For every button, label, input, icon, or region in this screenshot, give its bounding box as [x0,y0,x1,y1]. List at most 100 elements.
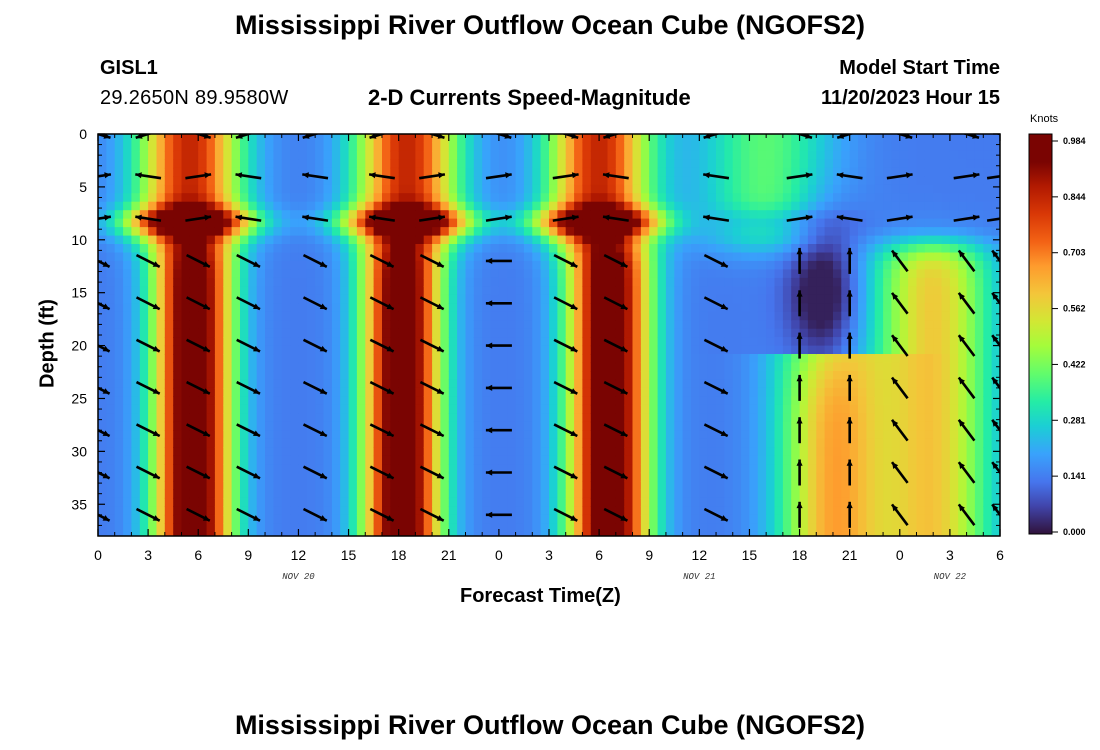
current-vector-arrow [957,419,976,442]
current-vector-arrow [986,174,1000,180]
current-vector-arrow [846,332,853,359]
current-vectors [98,134,1000,528]
current-vector-arrow [419,338,445,353]
current-vector-arrow [135,338,161,353]
current-vector-arrow [553,507,578,522]
current-vector-arrow [302,380,328,395]
colorbar-tick-label: 0.281 [1063,415,1086,425]
x-tick-label: 0 [94,547,102,563]
current-vector-arrow [603,338,628,353]
current-vector-arrow [796,417,803,444]
current-vector-arrow [553,253,578,268]
current-vector-arrow [485,384,512,391]
current-vector-arrow [302,338,328,353]
axes: 0 3 6 9 12 15 18 21 0 3 6 9 12 15 18 21 0 3 6 0 5 10 15 20 25 30 3… [71,126,1004,582]
current-vector-arrow [786,172,813,180]
current-vector-arrow [703,214,730,222]
current-vector-arrow [485,342,512,349]
current-vector-arrow [419,380,445,395]
current-vector-arrow [953,172,980,180]
current-vector-arrow [846,247,853,274]
current-vector-arrow [235,172,262,180]
y-axis-title: Depth (ft) [36,299,59,388]
current-vector-arrow [302,296,328,311]
current-vector-arrow [961,134,980,139]
current-vector-arrow [846,459,853,486]
speed-heatmap [98,134,1000,536]
station-coordinates: 29.2650N 89.9580W [100,87,289,109]
current-vector-arrow [236,380,261,395]
current-vector-arrow [494,134,512,139]
colorbar-tick-label: 0.703 [1063,248,1086,258]
current-vector-arrow [236,465,261,480]
current-vector-arrow [602,214,629,222]
current-vector-arrow [890,292,909,315]
current-vector-arrow [369,423,395,438]
x-axis-title: Forecast Time(Z) [460,585,621,607]
current-vector-arrow [836,134,855,139]
y-tick-label: 15 [71,285,87,301]
current-vector-arrow [135,465,161,480]
current-vector-arrow [552,214,579,222]
colorbar-title: Knots [1030,113,1059,125]
current-vector-arrow [703,338,729,353]
current-vector-arrow [135,214,162,222]
current-vector-arrow [890,249,909,273]
x-tick-label: 12 [692,547,708,563]
x-tick-label: 0 [495,547,503,563]
current-vector-arrow [846,417,853,444]
current-vector-arrow [186,507,211,522]
current-vector-arrow [796,374,803,401]
colorbar-ramp [1028,133,1053,535]
colorbar: 0.984 0.844 0.703 0.562 0.422 0.281 0.141 0.000 [1028,133,1086,537]
current-vector-arrow [302,214,329,222]
current-vector-arrow [186,296,211,311]
current-vector-arrow [98,513,111,522]
current-vector-arrow [485,257,512,264]
current-vector-arrow [236,296,261,311]
current-vector-arrow [236,507,261,522]
current-vector-arrow [703,465,729,480]
current-vector-arrow [991,461,1000,475]
current-vector-arrow [603,253,628,268]
current-vector-arrow [98,301,111,311]
date-label: NOV 21 [683,572,715,582]
current-vector-arrow [553,380,578,395]
current-vector-arrow [485,214,512,222]
x-tick-label: 18 [391,547,407,563]
current-vector-arrow [703,507,729,522]
current-vector-arrow [561,134,579,139]
current-vector-arrow [369,253,395,268]
current-vector-arrow [890,419,909,442]
x-tick-label: 9 [244,547,252,563]
current-vector-arrow [957,334,976,357]
current-vector-arrow [236,338,261,353]
current-vector-arrow [553,296,578,311]
current-vector-arrow [98,344,111,353]
chart-subtitle: 2-D Currents Speed-Magnitude [368,85,691,110]
current-vector-arrow [553,465,578,480]
y-tick-label: 35 [71,496,87,512]
x-tick-label: 18 [792,547,808,563]
current-vector-arrow [368,214,395,222]
current-vector-arrow [957,376,976,400]
model-start-value: 11/20/2023 Hour 15 [820,87,1000,109]
y-tick-label: 10 [71,232,87,248]
current-vector-arrow [895,134,913,139]
current-vector-arrow [485,469,512,476]
x-tick-label: 3 [144,547,152,563]
colorbar-tick-label: 0.844 [1063,192,1086,202]
current-vector-arrow [98,428,111,438]
current-vector-arrow [485,172,512,180]
current-vector-arrow [419,507,445,522]
current-vector-arrow [957,292,976,315]
y-tick-label: 25 [71,390,87,406]
current-vector-arrow [135,507,161,522]
x-tick-label: 6 [996,547,1004,563]
current-vector-arrow [703,296,729,311]
x-tick-label: 3 [946,547,954,563]
current-vector-arrow [846,501,853,528]
current-vector-arrow [369,465,395,480]
footer-title: Mississippi River Outflow Ocean Cube (NG… [234,710,866,740]
x-tick-label: 6 [595,547,603,563]
